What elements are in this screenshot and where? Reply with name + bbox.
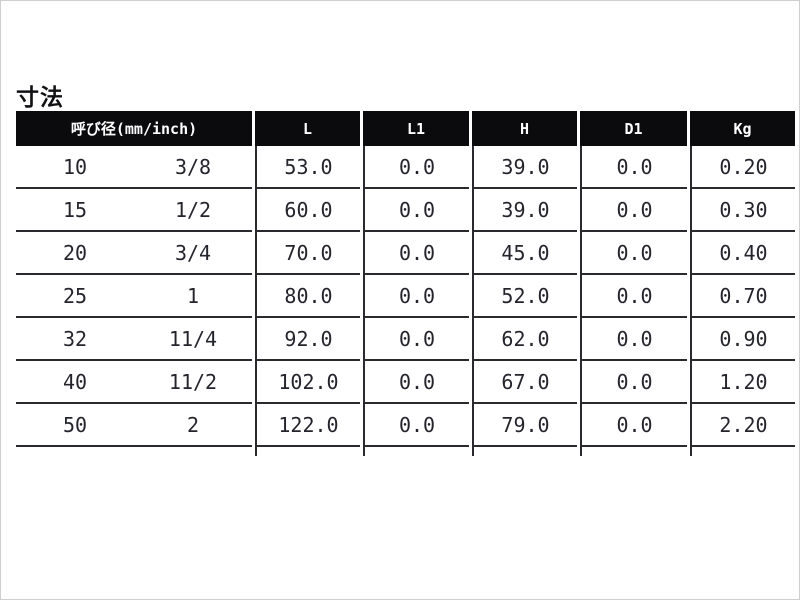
cell-nominal-diameter: 15 1/2 xyxy=(16,189,252,232)
cell-H: 39.0 xyxy=(472,189,577,232)
cell-L: 70.0 xyxy=(255,232,360,275)
cell-nominal-diameter: 40 11/2 xyxy=(16,361,252,404)
cell-nominal-diameter: 50 2 xyxy=(16,404,252,447)
cutoff-cell xyxy=(363,447,469,456)
cell-mm-value: 10 xyxy=(62,154,88,179)
cell-mm-value: 50 xyxy=(62,412,88,437)
cell-L1: 0.0 xyxy=(363,146,469,189)
column-header-L1: L1 xyxy=(363,111,469,146)
cell-Kg: 0.40 xyxy=(690,232,795,275)
column-header-D1: D1 xyxy=(580,111,687,146)
cell-Kg: 0.70 xyxy=(690,275,795,318)
table-row: 50 2 122.0 0.0 79.0 0.0 2.20 xyxy=(16,404,795,447)
cell-inch-value: 3/8 xyxy=(174,154,212,179)
cell-H: 39.0 xyxy=(472,146,577,189)
table-row: 10 3/8 53.0 0.0 39.0 0.0 0.20 xyxy=(16,146,795,189)
cell-L1: 0.0 xyxy=(363,404,469,447)
page-title: 寸法 xyxy=(16,85,64,111)
cell-inch-value: 11/4 xyxy=(168,326,218,351)
cell-mm-value: 25 xyxy=(62,283,88,308)
cell-inch-value: 1/2 xyxy=(174,197,212,222)
cell-H: 45.0 xyxy=(472,232,577,275)
column-header-nominal-diameter: 呼び径(mm/inch) xyxy=(16,111,252,146)
cell-mm-value: 20 xyxy=(62,240,88,265)
column-header-Kg: Kg xyxy=(690,111,795,146)
table-row: 25 1 80.0 0.0 52.0 0.0 0.70 xyxy=(16,275,795,318)
column-header-H: H xyxy=(472,111,577,146)
cell-D1: 0.0 xyxy=(580,318,687,361)
dimensions-table: 呼び径(mm/inch) L L1 H D1 Kg 10 3/8 53.0 0.… xyxy=(13,111,798,456)
cell-D1: 0.0 xyxy=(580,146,687,189)
cell-L1: 0.0 xyxy=(363,318,469,361)
cell-mm-value: 32 xyxy=(62,326,88,351)
cell-L: 92.0 xyxy=(255,318,360,361)
table-header-row: 呼び径(mm/inch) L L1 H D1 Kg xyxy=(16,111,795,146)
cell-Kg: 0.30 xyxy=(690,189,795,232)
cell-D1: 0.0 xyxy=(580,232,687,275)
cell-H: 62.0 xyxy=(472,318,577,361)
column-header-L: L xyxy=(255,111,360,146)
table-row: 40 11/2 102.0 0.0 67.0 0.0 1.20 xyxy=(16,361,795,404)
cell-H: 79.0 xyxy=(472,404,577,447)
cell-nominal-diameter: 10 3/8 xyxy=(16,146,252,189)
cell-L1: 0.0 xyxy=(363,232,469,275)
cell-H: 52.0 xyxy=(472,275,577,318)
cutoff-cell xyxy=(255,447,360,456)
cell-L: 122.0 xyxy=(255,404,360,447)
cell-L: 102.0 xyxy=(255,361,360,404)
cutoff-cell xyxy=(580,447,687,456)
table-row: 20 3/4 70.0 0.0 45.0 0.0 0.40 xyxy=(16,232,795,275)
cell-mm-value: 15 xyxy=(62,197,88,222)
table-cutoff-row xyxy=(16,447,795,456)
cutoff-cell xyxy=(472,447,577,456)
cell-nominal-diameter: 20 3/4 xyxy=(16,232,252,275)
cell-inch-value: 11/2 xyxy=(168,369,218,394)
cell-nominal-diameter: 25 1 xyxy=(16,275,252,318)
cell-L1: 0.0 xyxy=(363,275,469,318)
cell-L1: 0.0 xyxy=(363,361,469,404)
cell-L: 60.0 xyxy=(255,189,360,232)
cell-Kg: 0.90 xyxy=(690,318,795,361)
cell-D1: 0.0 xyxy=(580,189,687,232)
cell-D1: 0.0 xyxy=(580,404,687,447)
cell-inch-value: 1 xyxy=(186,283,200,308)
cell-mm-value: 40 xyxy=(62,369,88,394)
cutoff-cell xyxy=(690,447,795,456)
cell-D1: 0.0 xyxy=(580,275,687,318)
cell-Kg: 1.20 xyxy=(690,361,795,404)
table-row: 15 1/2 60.0 0.0 39.0 0.0 0.30 xyxy=(16,189,795,232)
cell-L: 80.0 xyxy=(255,275,360,318)
cell-inch-value: 2 xyxy=(186,412,200,437)
cell-L: 53.0 xyxy=(255,146,360,189)
cell-D1: 0.0 xyxy=(580,361,687,404)
cell-H: 67.0 xyxy=(472,361,577,404)
cell-nominal-diameter: 32 11/4 xyxy=(16,318,252,361)
table-row: 32 11/4 92.0 0.0 62.0 0.0 0.90 xyxy=(16,318,795,361)
cell-L1: 0.0 xyxy=(363,189,469,232)
cutoff-cell xyxy=(16,447,252,456)
cell-inch-value: 3/4 xyxy=(174,240,212,265)
cell-Kg: 2.20 xyxy=(690,404,795,447)
cell-Kg: 0.20 xyxy=(690,146,795,189)
